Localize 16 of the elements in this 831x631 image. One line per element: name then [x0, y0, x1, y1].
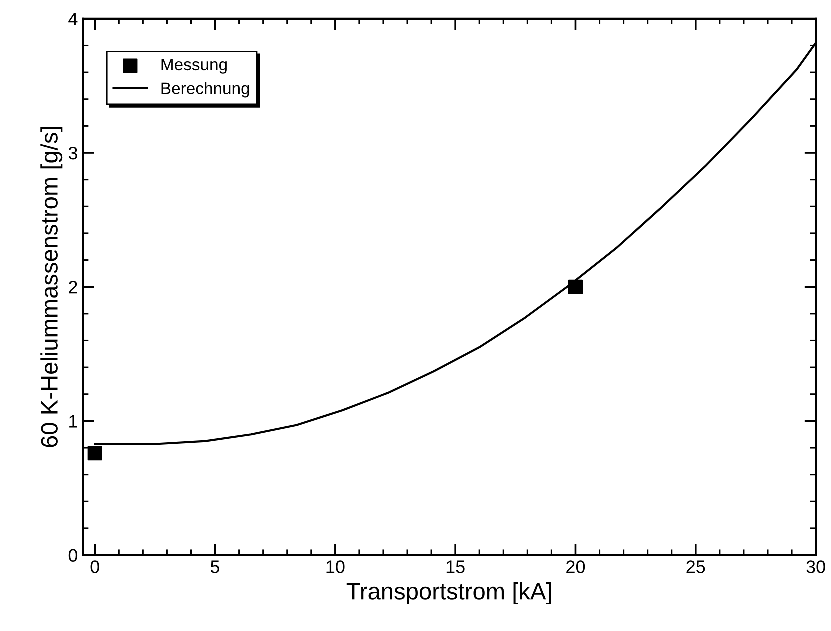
- legend-label: Berechnung: [162, 82, 250, 98]
- y-tick-label: 1: [70, 415, 78, 428]
- x-tick-label: 30: [806, 560, 826, 574]
- y-tick-label: 4: [68, 13, 78, 26]
- y-tick-label: 0: [68, 549, 78, 562]
- x-tick-label: 0: [90, 560, 100, 574]
- x-tick-label: 10: [326, 560, 345, 574]
- y-tick-label: 3: [68, 146, 78, 160]
- x-tick-label: 20: [566, 560, 586, 574]
- y-axis-title: 60 K-Heliummassenstrom [g/s]: [40, 127, 63, 448]
- x-tick-label: 5: [210, 560, 220, 574]
- y-tick-label: 2: [69, 281, 78, 294]
- legend-label: Messung: [162, 58, 227, 74]
- x-axis-title: Transportstrom [kA]: [346, 582, 552, 605]
- x-tick-label: 15: [446, 560, 465, 574]
- x-tick-label: 25: [686, 560, 706, 574]
